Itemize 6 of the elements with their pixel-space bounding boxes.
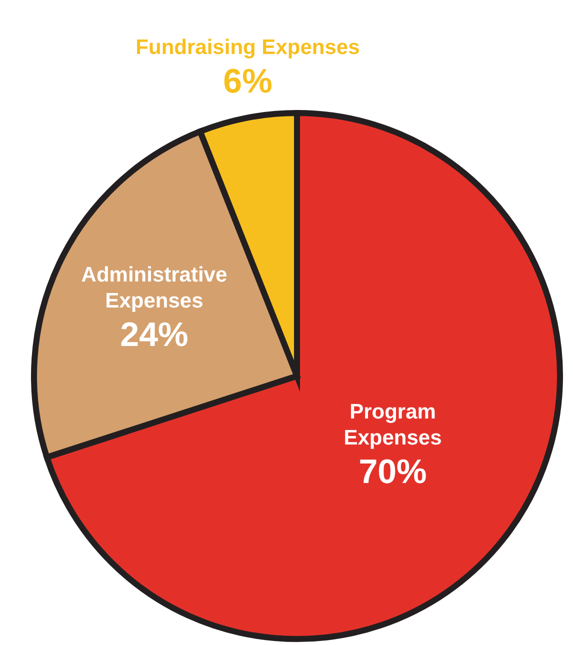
data-label: 70%: [358, 452, 427, 491]
data-label: 6%: [223, 62, 272, 100]
slice-label: Administrative Expenses: [81, 264, 228, 313]
slice-label: Program Expenses: [344, 400, 442, 450]
data-label: 24%: [120, 316, 188, 354]
slice-label: Fundraising Expenses: [136, 36, 360, 59]
